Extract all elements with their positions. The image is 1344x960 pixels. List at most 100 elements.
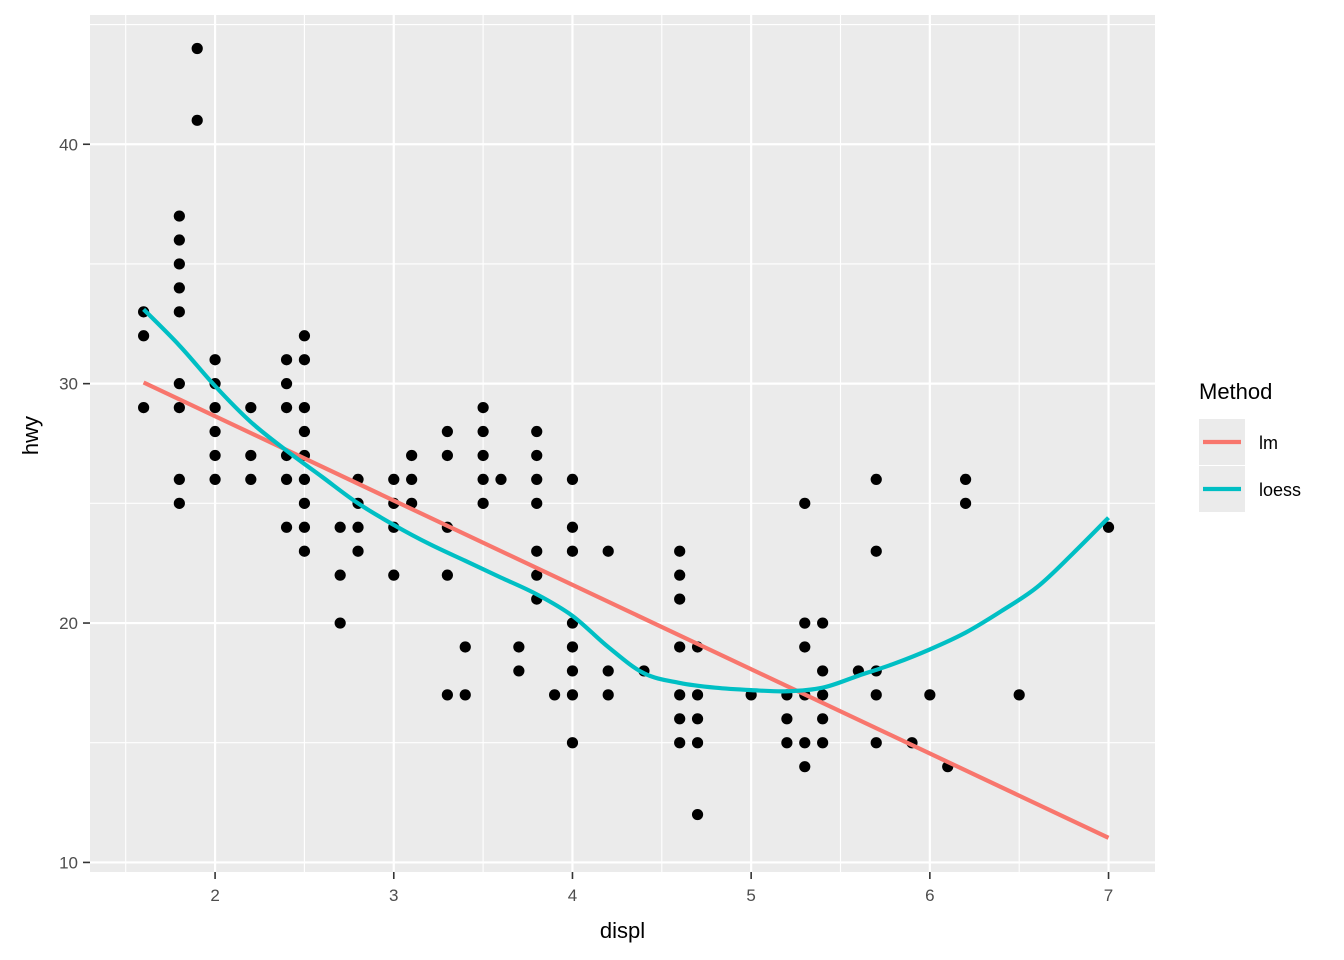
- data-point: [870, 473, 882, 486]
- data-point: [817, 713, 829, 725]
- data-point: [566, 665, 579, 677]
- data-point: [298, 401, 311, 414]
- data-point: [441, 425, 453, 438]
- data-point: [441, 689, 453, 701]
- data-point: [245, 449, 257, 462]
- data-point: [817, 665, 829, 677]
- data-point: [817, 689, 829, 701]
- data-point: [334, 569, 346, 581]
- data-point: [298, 354, 311, 366]
- data-point: [799, 497, 811, 509]
- x-axis-title: displ: [600, 918, 645, 943]
- data-point: [280, 521, 293, 533]
- y-tick-label: 40: [59, 135, 78, 154]
- data-point: [209, 354, 221, 366]
- data-point: [280, 473, 293, 486]
- data-point: [691, 808, 704, 821]
- series-line-lm: [142, 380, 1110, 840]
- x-tick-label: 5: [746, 886, 755, 905]
- data-point: [280, 354, 293, 366]
- major-grid: [90, 15, 1155, 872]
- data-point: [138, 401, 150, 414]
- data-point: [173, 473, 185, 486]
- data-point: [280, 401, 293, 414]
- data-point: [173, 306, 185, 318]
- x-tick-label: 4: [568, 886, 577, 905]
- data-point: [674, 641, 686, 653]
- minor-grid: [90, 15, 1155, 872]
- data-point: [870, 545, 882, 557]
- data-point: [513, 641, 525, 653]
- data-point: [298, 521, 311, 533]
- data-point: [441, 449, 453, 462]
- data-point: [817, 737, 829, 749]
- data-point: [548, 689, 561, 701]
- data-point: [799, 737, 811, 749]
- data-point: [959, 473, 972, 486]
- data-point: [173, 497, 185, 509]
- data-point: [602, 689, 614, 701]
- data-point: [138, 330, 150, 342]
- y-tick-label: 10: [59, 853, 78, 872]
- data-point: [781, 713, 793, 725]
- y-axis-title: hwy: [18, 416, 43, 455]
- data-point: [959, 497, 972, 509]
- data-point: [691, 737, 704, 749]
- data-point: [191, 42, 203, 55]
- data-point: [531, 545, 543, 557]
- data-point: [477, 401, 489, 414]
- legend-title: Method: [1199, 379, 1272, 404]
- data-point: [388, 569, 400, 581]
- data-point: [870, 737, 882, 749]
- data-point: [674, 713, 686, 725]
- data-point: [799, 617, 811, 629]
- data-point: [1102, 521, 1115, 533]
- scatter-points: [138, 42, 1115, 821]
- data-point: [209, 449, 221, 462]
- data-point: [245, 473, 257, 486]
- data-point: [531, 449, 543, 462]
- data-point: [209, 473, 221, 486]
- x-tick-label: 3: [389, 886, 398, 905]
- data-point: [817, 617, 829, 629]
- data-point: [602, 665, 614, 677]
- data-point: [870, 689, 882, 701]
- data-point: [531, 425, 543, 438]
- data-point: [245, 401, 257, 414]
- data-point: [477, 497, 489, 509]
- data-point: [298, 545, 311, 557]
- data-point: [459, 689, 471, 701]
- data-point: [674, 545, 686, 557]
- x-tick-label: 2: [210, 886, 219, 905]
- series-line-loess: [142, 307, 1110, 694]
- data-point: [602, 545, 614, 557]
- data-point: [334, 617, 346, 629]
- data-point: [1013, 689, 1025, 701]
- y-tick-label: 30: [59, 375, 78, 394]
- data-point: [674, 569, 686, 581]
- legend: Method lm loess: [1199, 379, 1301, 512]
- x-tick-label: 6: [925, 886, 934, 905]
- data-point: [298, 497, 311, 509]
- data-point: [477, 473, 489, 486]
- data-point: [298, 330, 311, 342]
- data-point: [173, 210, 185, 222]
- data-point: [531, 569, 543, 581]
- legend-label-loess: loess: [1259, 480, 1301, 500]
- fit-lines: [142, 307, 1110, 840]
- data-point: [924, 689, 936, 701]
- data-point: [799, 641, 811, 653]
- data-point: [781, 737, 793, 749]
- data-point: [495, 473, 507, 486]
- data-point: [173, 282, 185, 294]
- data-point: [674, 689, 686, 701]
- data-point: [674, 737, 686, 749]
- data-point: [298, 473, 311, 486]
- y-axis-ticks: 10 20 30 40: [59, 135, 90, 872]
- plot-panel: [90, 15, 1155, 872]
- data-point: [441, 569, 453, 581]
- data-point: [566, 545, 579, 557]
- data-point: [209, 401, 221, 414]
- data-point: [191, 114, 203, 126]
- data-point: [173, 234, 185, 246]
